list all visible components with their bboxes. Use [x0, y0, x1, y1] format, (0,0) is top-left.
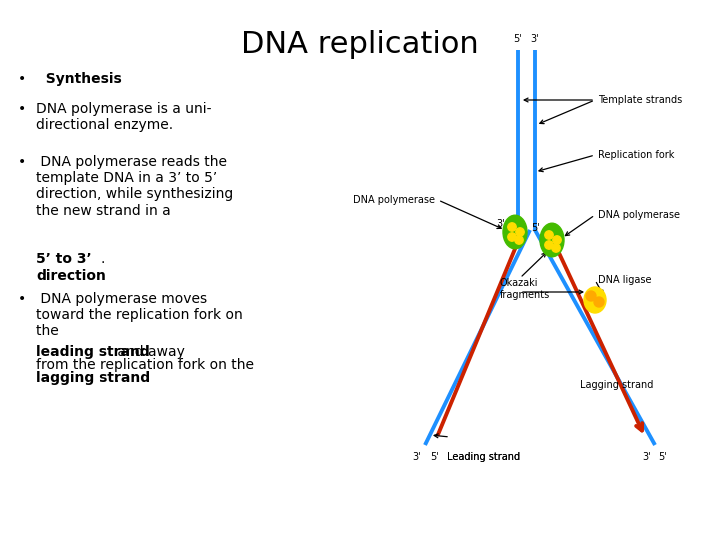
Text: Template strands: Template strands — [598, 95, 683, 105]
Text: Okazaki
fragments: Okazaki fragments — [500, 278, 550, 300]
Ellipse shape — [584, 287, 606, 313]
Text: Replication fork: Replication fork — [598, 150, 675, 160]
Text: DNA replication: DNA replication — [241, 30, 479, 59]
Text: Lagging strand: Lagging strand — [580, 380, 653, 390]
Text: 5’ to 3’
direction: 5’ to 3’ direction — [36, 252, 106, 284]
Circle shape — [594, 297, 604, 307]
Text: 5': 5' — [513, 34, 523, 44]
Text: DNA polymerase: DNA polymerase — [353, 195, 435, 205]
Circle shape — [552, 244, 560, 252]
Text: 5': 5' — [659, 452, 667, 462]
Circle shape — [545, 231, 553, 239]
Text: DNA polymerase: DNA polymerase — [598, 210, 680, 220]
Text: 5': 5' — [531, 223, 541, 233]
Text: leading strand: leading strand — [36, 345, 150, 359]
Text: Leading strand: Leading strand — [447, 452, 520, 462]
Text: 3': 3' — [497, 219, 505, 229]
Text: from the replication fork on the: from the replication fork on the — [36, 358, 254, 372]
Text: Synthesis: Synthesis — [36, 72, 122, 86]
Text: and away: and away — [113, 345, 185, 359]
Text: 3': 3' — [643, 452, 652, 462]
Text: •: • — [18, 155, 26, 169]
Text: .: . — [101, 252, 105, 266]
Text: 3': 3' — [531, 34, 539, 44]
Text: DNA polymerase reads the
template DNA in a 3’ to 5’
direction, while synthesizin: DNA polymerase reads the template DNA in… — [36, 155, 233, 218]
Text: •: • — [18, 72, 26, 86]
Text: DNA ligase: DNA ligase — [598, 275, 652, 285]
Text: 3': 3' — [413, 452, 421, 462]
Circle shape — [586, 291, 596, 301]
Text: DNA polymerase is a uni-
directional enzyme.: DNA polymerase is a uni- directional enz… — [36, 102, 212, 132]
Text: •: • — [18, 292, 26, 306]
Ellipse shape — [503, 215, 527, 249]
Text: lagging strand: lagging strand — [36, 371, 150, 385]
Circle shape — [508, 223, 516, 231]
Text: Leading strand: Leading strand — [447, 452, 520, 462]
Ellipse shape — [540, 223, 564, 257]
Text: .: . — [115, 371, 120, 385]
Circle shape — [516, 228, 524, 236]
Text: •: • — [18, 102, 26, 116]
Text: DNA polymerase moves
toward the replication fork on
the: DNA polymerase moves toward the replicat… — [36, 292, 243, 339]
Circle shape — [515, 236, 523, 244]
Circle shape — [545, 241, 553, 249]
Circle shape — [508, 233, 516, 241]
Text: 5': 5' — [431, 452, 439, 462]
Circle shape — [553, 236, 561, 244]
